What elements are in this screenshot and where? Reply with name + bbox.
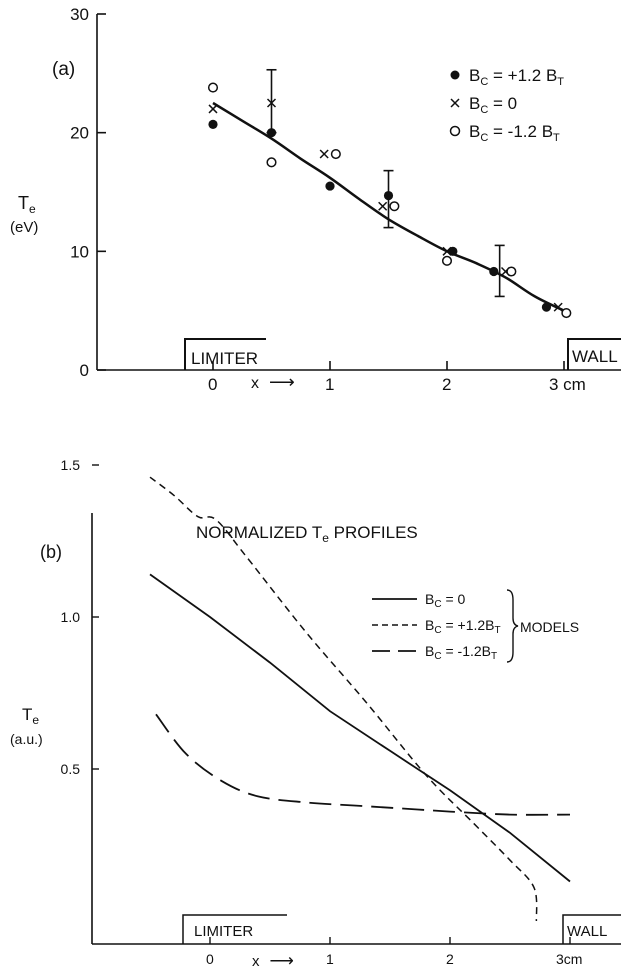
limiter-box-b xyxy=(182,914,287,944)
y-tick-label-b: 1.0 xyxy=(61,609,81,625)
point-bc-minus xyxy=(441,255,453,266)
series-line-bc-minus xyxy=(155,713,571,816)
y-tick-label-a: 30 xyxy=(70,5,89,24)
point-cross-stroke xyxy=(442,246,452,256)
legend-marker-filled xyxy=(450,70,460,80)
limiter-label-b: LIMITER xyxy=(194,923,253,940)
wall-box-b xyxy=(562,914,621,944)
y-tick-label-a: 10 xyxy=(70,242,89,261)
point-bc-zero xyxy=(319,149,329,159)
x-tick-label-b: 0 xyxy=(206,951,214,967)
point-cross-stroke xyxy=(553,302,563,312)
point-cross-stroke xyxy=(208,104,218,114)
x-tick-label-a: 0 xyxy=(208,375,217,394)
x-ticks-a: 0 1 2 3 cm xyxy=(208,361,586,394)
point-bc-plus xyxy=(266,128,277,138)
wall-box-a xyxy=(567,338,621,370)
limiter-label-a: LIMITER xyxy=(191,349,258,368)
point-bc-minus xyxy=(207,82,219,93)
point-bc-zero xyxy=(266,98,277,108)
legend-b: BC = 0 BC = +1.2BT BC = -1.2BT MODELS xyxy=(372,589,579,663)
y-tick-label-a: 0 xyxy=(80,361,89,380)
point-bc-minus xyxy=(266,157,277,168)
point-bc-plus xyxy=(208,119,218,129)
legend-marker-cross xyxy=(450,98,460,108)
point-bc-minus xyxy=(561,307,572,319)
point-bc-zero xyxy=(378,201,388,211)
legend-label-b-plus: BC = +1.2BT xyxy=(425,617,501,636)
legend-label-minus: BC = -1.2 BT xyxy=(469,122,560,144)
point-bc-minus xyxy=(389,201,400,212)
y-tick-label-a: 20 xyxy=(70,124,89,143)
data-points-a xyxy=(207,82,572,319)
point-bc-plus xyxy=(541,302,552,312)
x-ticks-b: 0 1 2 3cm xyxy=(206,937,582,967)
point-bc-zero xyxy=(442,246,452,256)
point-bc-minus xyxy=(330,148,341,160)
x-axis-label-a: x ⟶ xyxy=(251,372,295,392)
point-bc-zero xyxy=(553,302,563,312)
wall-label-b: WALL xyxy=(567,923,607,940)
y-axis-label-a: Te xyxy=(18,193,36,216)
panel-a: (a) 0 10 20 30 0 1 2 3 cm Te (eV) LIMITER WALL… xyxy=(10,5,621,394)
y-ticks-a: 0 10 20 30 xyxy=(70,5,106,380)
legend-a: BC = +1.2 BT BC = 0 BC = -1.2 BT xyxy=(449,66,564,144)
y-axis-label-b: Te xyxy=(22,705,39,727)
point-bc-plus xyxy=(448,246,458,256)
y-tick-label-b: 1.5 xyxy=(61,457,81,473)
legend-brace xyxy=(506,589,519,663)
panel-b: (b) 0.5 1.0 1.5 0 1 2 3cm NORMALIZED Te PROFI… xyxy=(10,457,621,970)
point-bc-zero xyxy=(208,104,218,114)
wall-label-a: WALL xyxy=(572,347,618,366)
legend-label-b-zero: BC = 0 xyxy=(425,591,466,610)
panel-label-b: (b) xyxy=(40,542,62,562)
chart-title-b: NORMALIZED Te PROFILES xyxy=(196,523,418,545)
x-tick-label-b: 1 xyxy=(326,951,334,967)
error-bar xyxy=(266,68,277,134)
point-cross-stroke xyxy=(378,201,388,211)
legend-label-zero: BC = 0 xyxy=(469,94,517,116)
y-axis-unit-a: (eV) xyxy=(10,219,38,236)
panel-label-a: (a) xyxy=(52,59,75,80)
legend-label-plus: BC = +1.2 BT xyxy=(469,66,564,88)
legend-label-b-minus: BC = -1.2BT xyxy=(425,643,497,662)
point-cross-stroke xyxy=(266,98,277,108)
series-line-bc-0 xyxy=(149,573,571,883)
legend-marker-open xyxy=(449,125,461,137)
y-ticks-b: 0.5 1.0 1.5 xyxy=(61,457,99,777)
point-bc-plus xyxy=(489,266,499,277)
series-line-bc-plus xyxy=(149,476,538,922)
legend-group-label: MODELS xyxy=(520,619,579,635)
x-axis-label-b: x ⟶ xyxy=(252,951,294,970)
x-tick-label-a: 2 xyxy=(442,375,451,394)
y-tick-label-b: 0.5 xyxy=(61,761,81,777)
point-cross-stroke xyxy=(319,149,329,159)
error-bar xyxy=(494,244,505,298)
x-tick-label-b: 2 xyxy=(446,951,454,967)
x-tick-label-a: 1 xyxy=(325,375,334,394)
y-axis-unit-b: (a.u.) xyxy=(10,731,43,747)
x-tick-label-b: 3cm xyxy=(556,951,582,967)
point-bc-plus xyxy=(325,181,335,191)
x-tick-label-a: 3 cm xyxy=(549,375,586,394)
point-bc-plus xyxy=(383,190,394,201)
point-bc-minus xyxy=(506,266,517,277)
limiter-box-a xyxy=(184,338,266,370)
